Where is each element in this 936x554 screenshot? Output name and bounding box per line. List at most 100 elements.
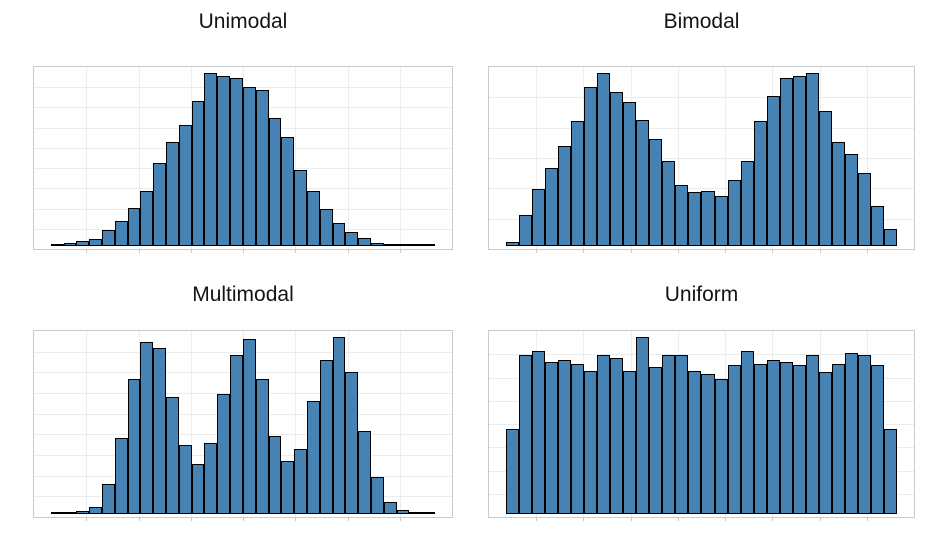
x-axis-tick xyxy=(86,249,88,253)
x-axis-tick xyxy=(677,249,679,253)
gridline-vertical xyxy=(86,331,88,517)
histogram-bar xyxy=(636,337,650,514)
gridline-vertical xyxy=(399,67,401,249)
histogram-bar xyxy=(558,145,572,246)
histogram-bar xyxy=(268,436,282,514)
histogram-bar xyxy=(178,444,192,514)
histogram-bar xyxy=(623,370,637,514)
histogram-bar xyxy=(506,429,520,514)
histogram-bar xyxy=(153,162,167,246)
histogram-bar xyxy=(870,365,884,514)
histogram-bar xyxy=(740,161,754,246)
histogram-bar xyxy=(805,73,819,246)
x-axis-tick xyxy=(866,249,868,253)
histogram-bar xyxy=(714,195,728,246)
histogram-bar xyxy=(332,337,346,514)
x-axis-tick xyxy=(347,517,349,521)
bars-container xyxy=(50,337,436,514)
x-axis-tick xyxy=(347,249,349,253)
chart-title-multimodal: Multimodal xyxy=(192,283,294,306)
gridline-vertical xyxy=(295,331,297,517)
histogram-bar xyxy=(571,363,585,514)
histogram-bar xyxy=(753,363,767,514)
histogram-bar xyxy=(191,464,205,514)
histogram-bar xyxy=(63,512,77,514)
histogram-bar xyxy=(101,230,115,246)
gridline-horizontal xyxy=(489,188,914,190)
histogram-bar xyxy=(332,222,346,246)
histogram-panel-unimodal xyxy=(33,66,453,253)
histogram-bar xyxy=(701,190,715,246)
histogram-bar xyxy=(306,190,320,246)
histogram-bar xyxy=(805,354,819,514)
histogram-bar xyxy=(844,154,858,246)
histogram-bar xyxy=(76,511,90,514)
histogram-bar xyxy=(519,214,533,246)
histogram-panel-uniform xyxy=(488,330,915,521)
histogram-bar xyxy=(242,86,256,246)
histogram-bar xyxy=(688,370,702,514)
histogram-bar xyxy=(294,448,307,514)
histogram-bar xyxy=(230,78,243,246)
x-axis-tick xyxy=(138,517,140,521)
histogram-bar xyxy=(662,354,676,514)
histogram-bar xyxy=(532,351,546,514)
histogram-bar xyxy=(636,119,650,246)
bars-container xyxy=(506,337,897,514)
histogram-bar xyxy=(779,78,793,246)
x-axis-tick xyxy=(86,517,88,521)
gridline-horizontal xyxy=(489,354,914,356)
histogram-bar xyxy=(422,244,436,246)
histogram-bar xyxy=(584,86,598,246)
x-axis-tick xyxy=(536,517,538,521)
histogram-bar xyxy=(688,192,702,246)
histogram-bar xyxy=(649,367,663,514)
histogram-bar xyxy=(319,208,333,246)
histogram-bar xyxy=(545,168,559,246)
histogram-bar xyxy=(114,220,128,246)
histogram-bar xyxy=(409,512,423,514)
histogram-bar xyxy=(675,185,689,246)
histogram-bar xyxy=(727,365,741,514)
histogram-bar xyxy=(268,117,282,246)
gridline-vertical xyxy=(295,67,297,249)
x-axis-tick xyxy=(819,249,821,253)
histogram-bar xyxy=(255,379,269,514)
histogram-bar xyxy=(409,244,423,246)
histogram-bar xyxy=(727,180,741,246)
x-axis-tick xyxy=(295,517,297,521)
x-axis-tick xyxy=(630,249,632,253)
histogram-bar xyxy=(714,379,728,514)
histogram-bar xyxy=(662,161,676,246)
x-axis-tick xyxy=(725,517,727,521)
x-axis-tick xyxy=(138,249,140,253)
histogram-bar xyxy=(89,506,102,514)
histogram-bar xyxy=(371,476,384,514)
histogram-bar xyxy=(883,228,897,246)
histogram-panel-multimodal xyxy=(33,330,453,521)
histogram-bar xyxy=(610,358,624,514)
histogram-bar xyxy=(217,393,231,514)
histogram-bar xyxy=(558,360,572,514)
histogram-bar xyxy=(153,347,167,514)
histogram-bar xyxy=(675,354,689,514)
histogram-bar xyxy=(166,397,179,514)
histogram-bar xyxy=(740,351,754,514)
histogram-bar xyxy=(114,437,128,514)
histogram-bar xyxy=(831,142,845,246)
histogram-bar xyxy=(792,76,806,246)
histogram-bar xyxy=(50,243,64,246)
histogram-bar xyxy=(584,370,598,514)
x-axis-tick xyxy=(772,517,774,521)
histogram-bar xyxy=(779,361,793,514)
x-axis-tick xyxy=(243,249,244,253)
histogram-bar xyxy=(50,512,64,514)
histogram-bar xyxy=(883,429,897,514)
x-axis-tick xyxy=(866,517,868,521)
gridline-vertical xyxy=(86,67,88,249)
histogram-bar xyxy=(242,338,256,514)
bars-container xyxy=(50,73,436,246)
histogram-bar xyxy=(701,374,715,514)
x-axis-tick xyxy=(583,249,585,253)
histogram-bar xyxy=(545,361,559,514)
